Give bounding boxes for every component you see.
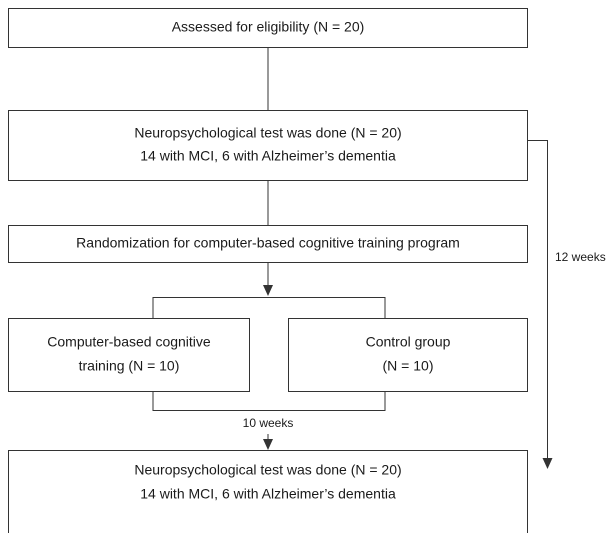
arrowhead	[263, 285, 273, 296]
connector	[152, 297, 386, 318]
box-text: Control group	[366, 334, 451, 350]
box	[8, 110, 528, 181]
box	[288, 318, 528, 392]
arrowhead	[542, 458, 553, 469]
box	[8, 225, 528, 263]
box-text: (N = 10)	[383, 358, 434, 374]
connector	[528, 140, 548, 460]
edge-label: 10 weeks	[243, 416, 294, 430]
box-text: Assessed for eligibility (N = 20)	[172, 19, 365, 35]
connector	[152, 392, 386, 411]
box-text: 14 with MCI, 6 with Alzheimer’s dementia	[140, 486, 396, 502]
arrowhead	[263, 439, 273, 450]
edge-label: 12 weeks	[555, 250, 606, 264]
box-text: Randomization for computer-based cogniti…	[76, 235, 460, 251]
box	[8, 318, 250, 392]
box-text: 14 with MCI, 6 with Alzheimer’s dementia	[140, 148, 396, 164]
box-text: Neuropsychological test was done (N = 20…	[134, 125, 401, 141]
box	[8, 8, 528, 48]
box-text: Computer-based cognitive	[47, 334, 211, 350]
box	[8, 450, 528, 533]
box-text: training (N = 10)	[79, 358, 180, 374]
box-text: Neuropsychological test was done (N = 20…	[134, 462, 401, 478]
